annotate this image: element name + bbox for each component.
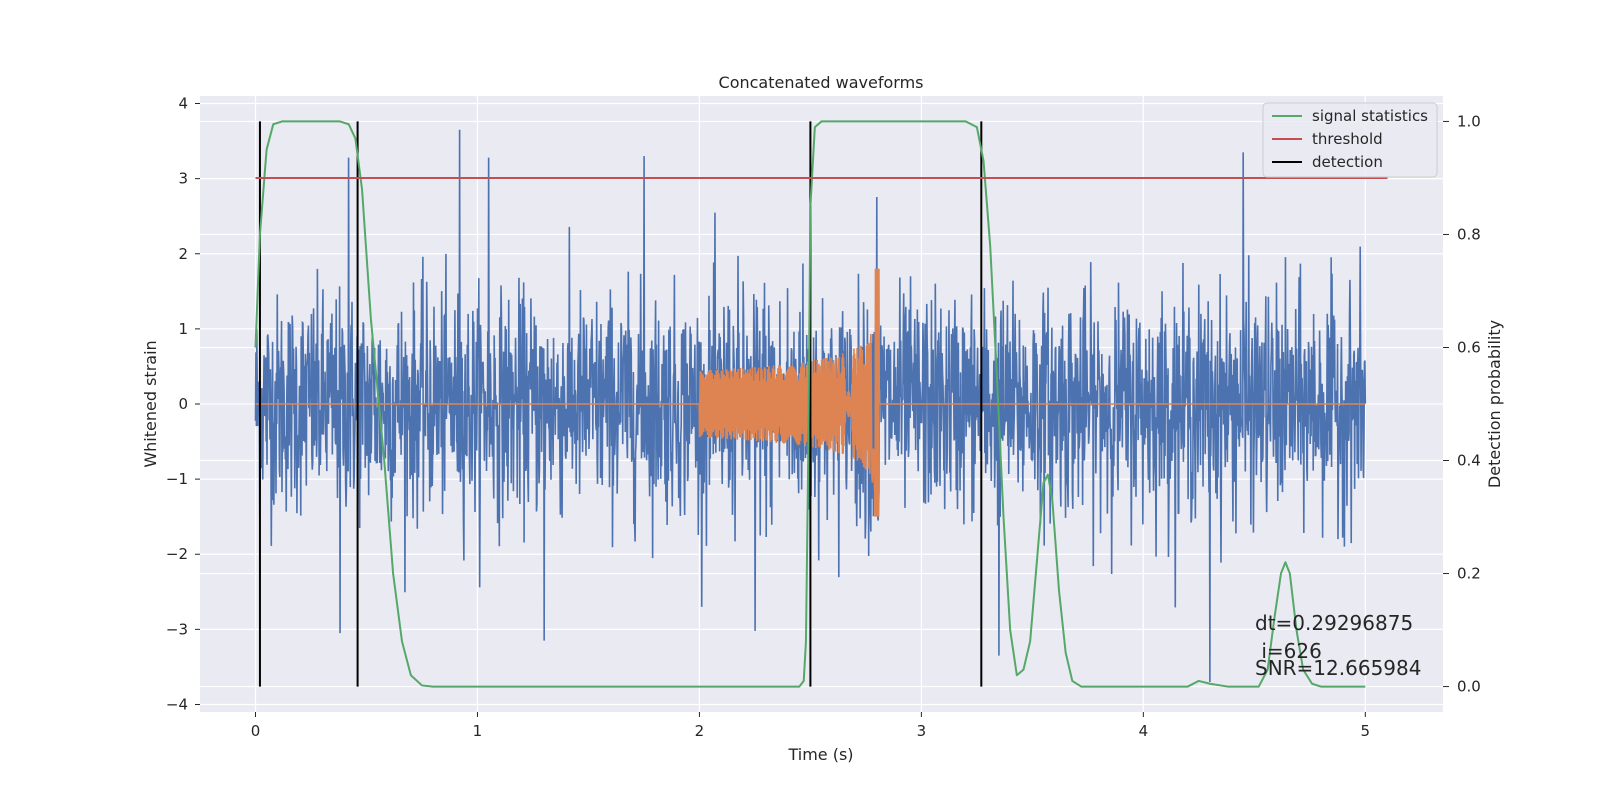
annotation-snr: SNR=12.665984 — [1255, 656, 1421, 680]
y-right-tick-label: 0.4 — [1457, 452, 1481, 470]
y-tick-label: 2 — [178, 245, 188, 263]
axis-ticks: 0 1 2 3 4 5 4 3 2 1 0 −1 −2 −3 −4 1.0 0.8 0.6 0.4 0.2 0.0 — [166, 95, 1481, 740]
x-tick-label: 2 — [695, 722, 705, 740]
y-right-tick-label: 0.8 — [1457, 225, 1481, 243]
y-tick-label: −1 — [166, 470, 188, 488]
x-tick-label: 3 — [917, 722, 927, 740]
legend: signal statistics threshold detection — [1262, 102, 1438, 178]
y-tick-label: −4 — [166, 695, 188, 713]
legend-label-signal-statistics: signal statistics — [1312, 107, 1428, 125]
y-tick-label: 4 — [178, 95, 188, 113]
y-right-tick-label: 0.2 — [1457, 565, 1481, 583]
y-tick-label: 0 — [178, 395, 188, 413]
annotations: dt=0.29296875 i=626 SNR=12.665984 — [1255, 611, 1421, 680]
legend-label-detection: detection — [1312, 153, 1383, 171]
x-tick-label: 1 — [473, 722, 483, 740]
x-axis-label: Time (s) — [787, 745, 853, 764]
x-tick-label: 0 — [251, 722, 261, 740]
y-axis-right-label: Detection probability — [1485, 320, 1504, 488]
legend-label-threshold: threshold — [1312, 130, 1383, 148]
y-tick-label: 3 — [178, 170, 188, 188]
legend-box — [1262, 102, 1438, 178]
y-axis-label: Whitened strain — [141, 340, 160, 467]
y-right-tick-label: 0.0 — [1457, 678, 1481, 696]
y-right-tick-label: 0.6 — [1457, 338, 1481, 356]
chart-title: Concatenated waveforms — [719, 73, 924, 92]
y-right-tick-label: 1.0 — [1457, 112, 1481, 130]
signal-statistics-series — [254, 120, 1366, 688]
annotation-dt: dt=0.29296875 — [1255, 611, 1413, 635]
annotation-i: i=626 — [1255, 639, 1322, 663]
plot-content — [254, 120, 1388, 688]
y-tick-label: −2 — [166, 545, 188, 563]
y-tick-label: 1 — [178, 320, 188, 338]
y-tick-label: −3 — [166, 620, 188, 638]
x-tick-label: 5 — [1361, 722, 1371, 740]
signal-statistics-line — [254, 120, 1366, 688]
x-tick-label: 4 — [1139, 722, 1149, 740]
